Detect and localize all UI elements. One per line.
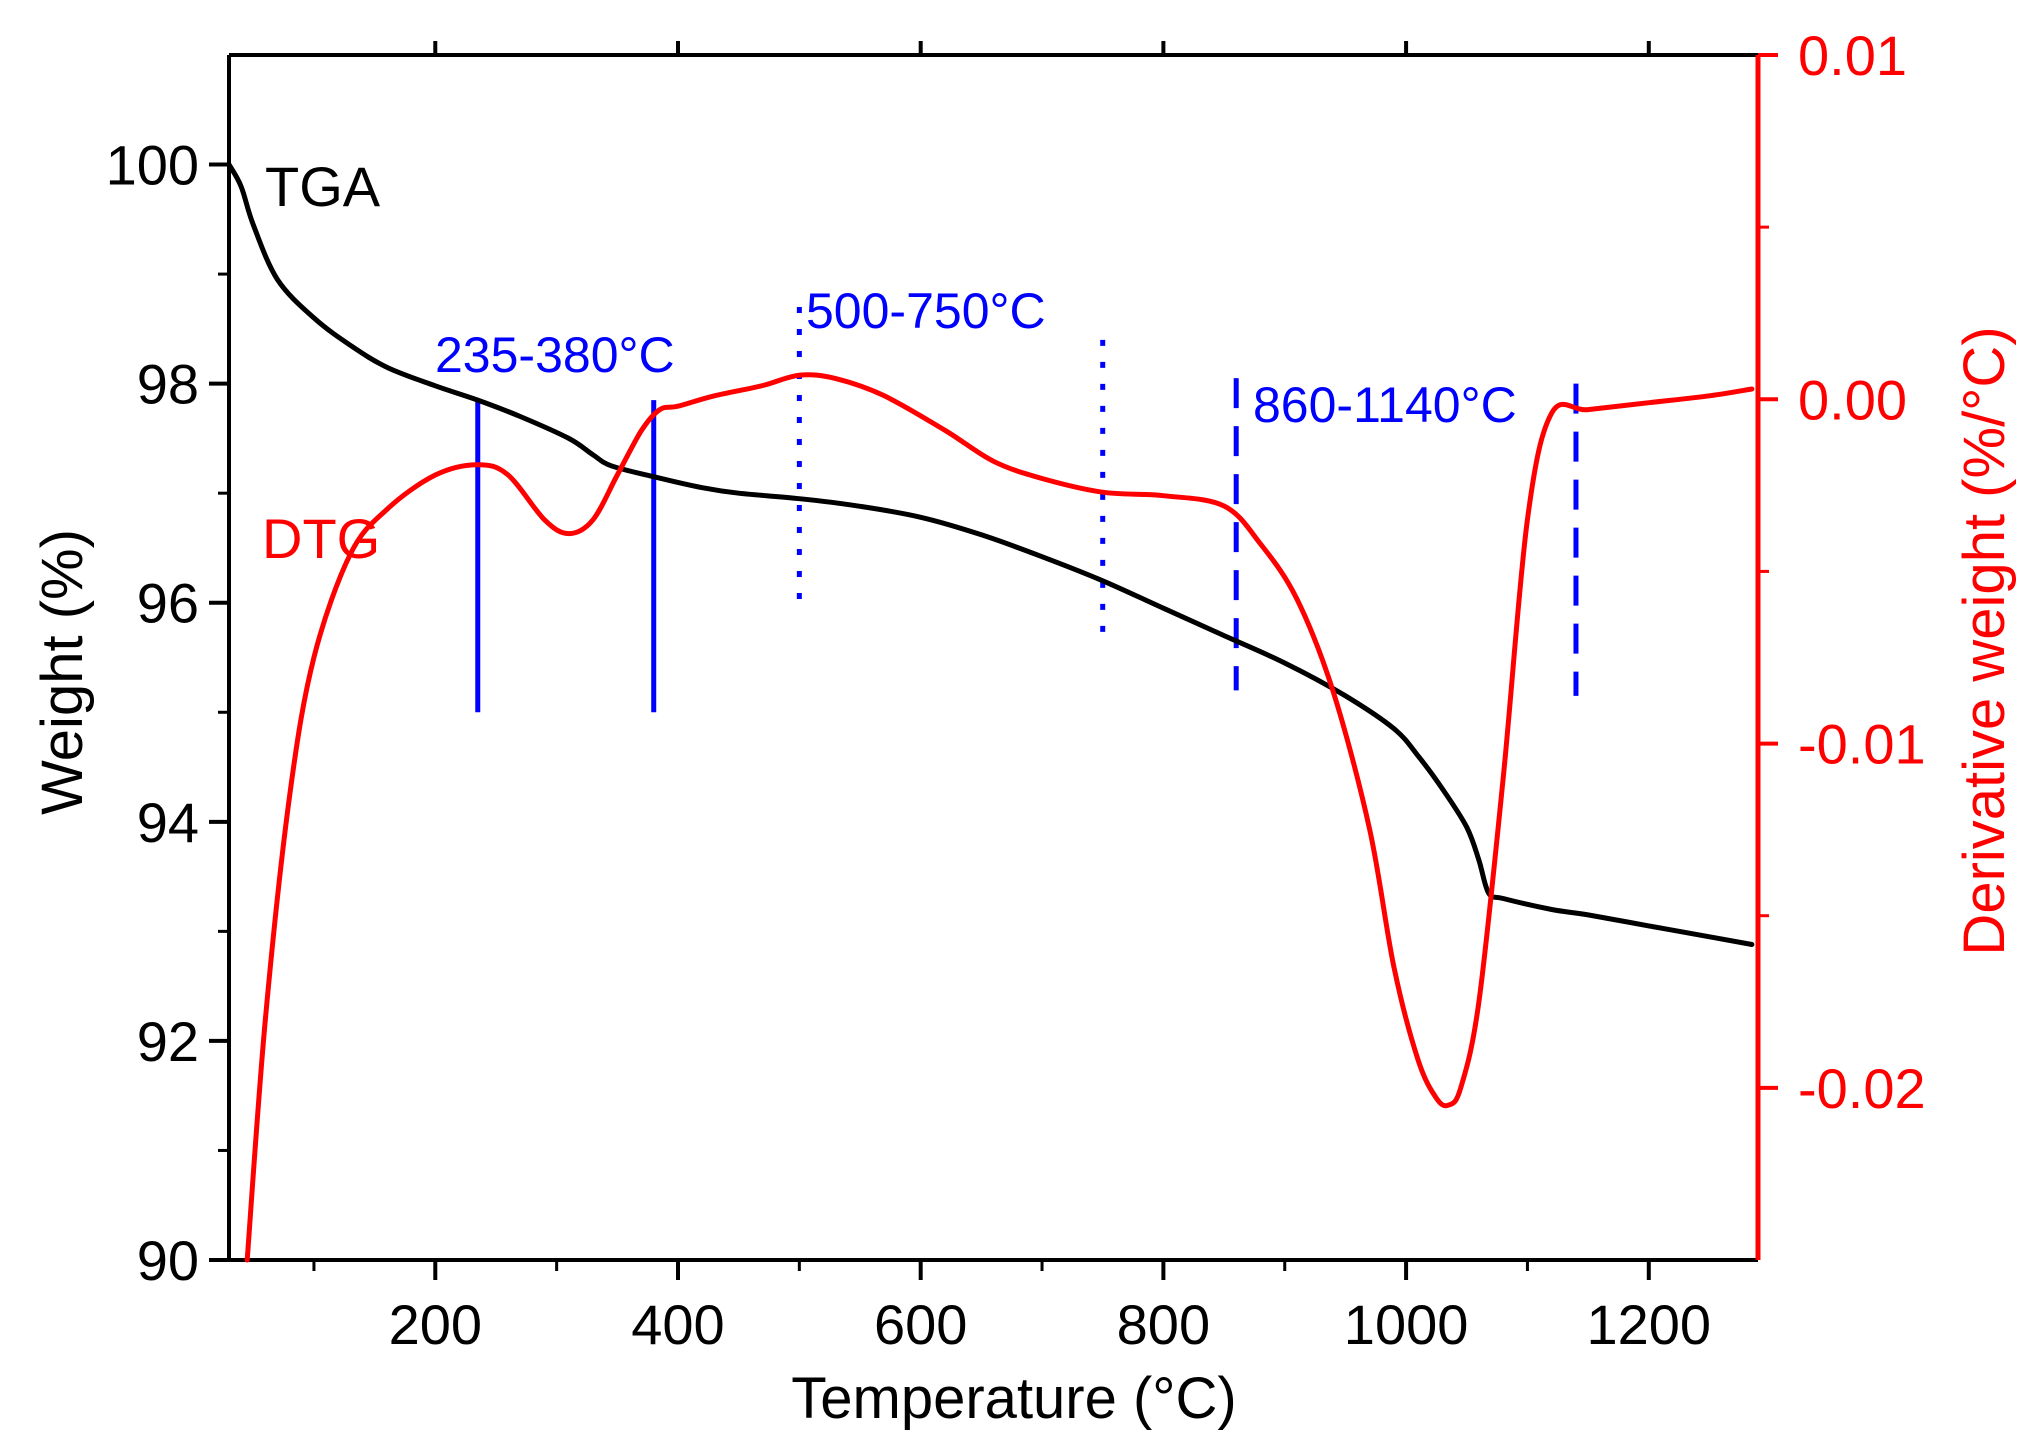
left-y-tick-label: 94 [137, 791, 199, 854]
left-y-tick-label: 98 [137, 353, 199, 416]
x-tick-label: 1200 [1586, 1293, 1711, 1356]
x-tick-label: 1000 [1344, 1293, 1469, 1356]
range-label-860-1140: 860-1140°C [1253, 377, 1517, 433]
right-y-tick-label: -0.01 [1798, 713, 1926, 776]
x-tick-label: 200 [389, 1293, 482, 1356]
tga-curve [226, 162, 1755, 947]
range-label-235-380: 235-380°C [435, 327, 675, 383]
left-y-tick-label: 90 [137, 1229, 199, 1292]
x-axis-title: Temperature (°C) [791, 1366, 1236, 1431]
x-tick-label: 400 [631, 1293, 724, 1356]
plot-frame [227, 53, 1761, 1262]
chart-labels: Temperature (°C) Weight (%) Derivative w… [30, 155, 2017, 1431]
left-y-tick-label: 100 [106, 134, 199, 197]
dtg-curve [244, 372, 1755, 1263]
dtg-series-label: DTG [262, 507, 380, 570]
left-y-axis-title: Weight (%) [30, 529, 95, 815]
left-y-tick-label: 96 [137, 572, 199, 635]
x-tick-label: 600 [874, 1293, 967, 1356]
left-y-axis-ticks: 90 92 94 96 98 100 [106, 134, 229, 1292]
x-tick-label: 800 [1117, 1293, 1210, 1356]
range-label-500-750: 500-750°C [806, 283, 1046, 339]
right-y-axis-ticks: 0.01 0.00 -0.01 -0.02 [1758, 24, 1926, 1120]
right-y-tick-label: 0.01 [1798, 24, 1907, 87]
right-y-tick-label: 0.00 [1798, 368, 1907, 431]
right-y-tick-label: -0.02 [1798, 1057, 1926, 1120]
right-y-axis-title: Derivative weight (%/°C) [1952, 326, 2017, 955]
tga-series-label: TGA [265, 155, 381, 218]
x-axis-ticks: 200 400 600 800 1000 1200 [312, 41, 1711, 1356]
series-lines [226, 162, 1755, 1263]
left-y-tick-label: 92 [137, 1010, 199, 1073]
